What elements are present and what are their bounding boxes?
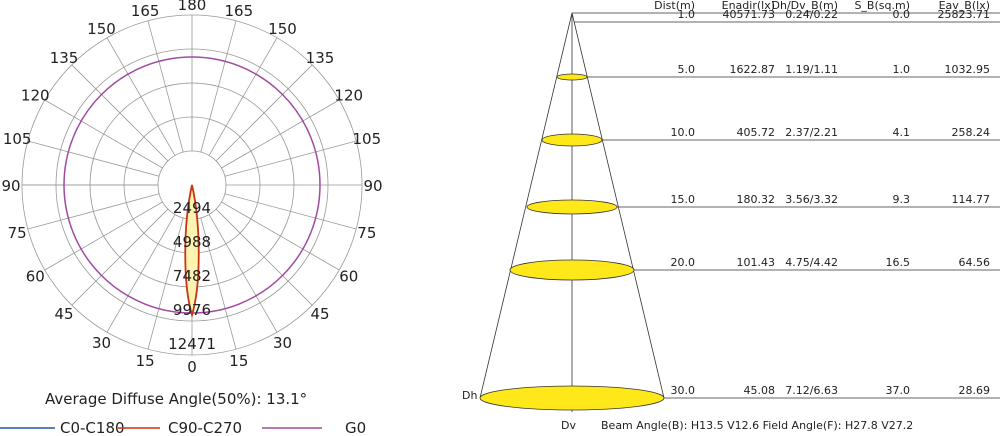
summary: Average Diffuse Angle(50%): 13.1° [45, 390, 307, 408]
grid-spoke [44, 99, 163, 169]
grid-spoke [224, 193, 357, 230]
cell: 3.56/3.32 [785, 193, 838, 206]
angle-label: 135 [306, 49, 335, 67]
beam-spot [556, 73, 588, 81]
angle-label: 105 [353, 130, 382, 148]
angle-label: 105 [3, 130, 32, 148]
cell: 20.0 [671, 256, 696, 269]
dh-label: Dh [462, 389, 477, 402]
column-header: Dist(m) [654, 0, 695, 12]
cell: 10.0 [671, 126, 696, 139]
angle-label: 165 [225, 2, 254, 20]
beam-spot [541, 133, 603, 147]
radial-label: 9976 [173, 301, 211, 319]
column-header: Enadir(lx) [722, 0, 775, 12]
cell: 0.0 [893, 8, 911, 21]
cell: 258.24 [952, 126, 991, 139]
cell: 180.32 [737, 193, 776, 206]
grid-spoke [71, 208, 169, 306]
angle-label: 150 [87, 20, 116, 38]
angle-label: 45 [54, 305, 73, 323]
grid-spoke [200, 217, 237, 350]
grid-spoke [27, 193, 160, 230]
angle-label: 180 [178, 0, 207, 14]
c90-curve [184, 184, 200, 319]
cell: 4.75/4.42 [785, 256, 838, 269]
beam-spot [509, 259, 635, 281]
cell: 405.72 [737, 126, 776, 139]
cell: 114.77 [952, 193, 991, 206]
cell: 37.0 [886, 384, 911, 397]
angle-label: 90 [1, 177, 20, 195]
cell: 1.19/1.11 [785, 63, 838, 76]
cell: 4.1 [893, 126, 911, 139]
cell: 9.3 [893, 193, 911, 206]
cell: 1622.87 [730, 63, 776, 76]
grid-spoke [221, 201, 340, 271]
grid-spoke [221, 99, 340, 169]
angle-label: 135 [50, 49, 79, 67]
radial-label: 12471 [168, 335, 216, 353]
cell: 30.0 [671, 384, 696, 397]
angle-label: 60 [339, 268, 358, 286]
cell: 64.56 [959, 256, 991, 269]
cell: 1.0 [678, 8, 696, 21]
cell: 7.12/6.63 [785, 384, 838, 397]
angle-label: 165 [131, 2, 160, 20]
cell: 16.5 [886, 256, 911, 269]
grid-spoke [215, 64, 313, 162]
cell: 45.08 [744, 384, 776, 397]
angle-label: 150 [268, 20, 297, 38]
column-header: S_B(sq.m) [854, 0, 910, 12]
radial-label: 4988 [173, 233, 211, 251]
angle-label: 45 [310, 305, 329, 323]
legend-label: C0-C180 [60, 419, 125, 436]
angle-label: 75 [8, 224, 27, 242]
angle-label: 30 [273, 334, 292, 352]
radial-label: 7482 [173, 267, 211, 285]
grid-spoke [71, 64, 169, 162]
grid-spoke [224, 140, 357, 177]
grid-spoke [106, 214, 176, 333]
cell: 40571.73 [723, 8, 776, 21]
angle-label: 30 [92, 334, 111, 352]
radial-label: 2494 [173, 199, 211, 217]
grid-spoke [147, 217, 184, 350]
angle-label: 60 [26, 268, 45, 286]
grid-spoke [200, 20, 237, 153]
grid-spoke [208, 214, 278, 333]
cell: 25823.71 [938, 8, 991, 21]
cell: 5.0 [678, 63, 696, 76]
angle-label: 75 [357, 224, 376, 242]
grid-spoke [215, 208, 313, 306]
angle-label: 120 [334, 87, 363, 105]
cell: 1032.95 [945, 63, 991, 76]
grid-spoke [27, 140, 160, 177]
column-header: Eav_B(lx) [939, 0, 990, 12]
grid-spoke [44, 201, 163, 271]
angle-label: 0 [187, 358, 197, 376]
cell: 1.0 [893, 63, 911, 76]
legend-label: G0 [345, 419, 366, 436]
cell: 0.24/0.22 [785, 8, 838, 21]
legend-label: C90-C270 [168, 419, 242, 436]
angle-label: 15 [136, 352, 155, 370]
column-header: Dh/Dv_B(m) [772, 0, 838, 12]
cell: 15.0 [671, 193, 696, 206]
angle-label: 15 [229, 352, 248, 370]
cell: 2.37/2.21 [785, 126, 838, 139]
angle-label: 90 [363, 177, 382, 195]
beam-footer: Beam Angle(B): H13.5 V12.6 Field Angle(F… [601, 419, 913, 432]
cell: 101.43 [737, 256, 776, 269]
cell: 28.69 [959, 384, 991, 397]
grid-spoke [106, 37, 176, 156]
grid-spoke [208, 37, 278, 156]
angle-label: 120 [21, 87, 50, 105]
beam-spot [479, 385, 665, 411]
dv-label: Dv [561, 419, 576, 432]
beam-spot [526, 199, 618, 215]
grid-spoke [147, 20, 184, 153]
